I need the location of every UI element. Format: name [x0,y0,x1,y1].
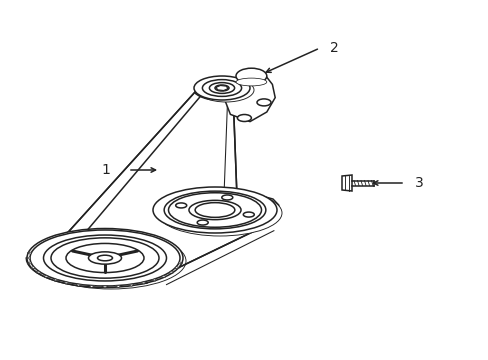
Polygon shape [102,286,108,288]
Polygon shape [341,175,351,191]
Ellipse shape [222,195,232,200]
Polygon shape [27,252,32,255]
Ellipse shape [27,229,183,288]
Polygon shape [31,266,36,269]
Ellipse shape [168,193,261,227]
Ellipse shape [209,82,234,93]
Ellipse shape [202,80,241,96]
Polygon shape [27,262,32,264]
Ellipse shape [197,220,208,225]
Polygon shape [174,266,179,269]
Polygon shape [37,271,41,273]
Polygon shape [160,275,165,277]
Polygon shape [64,282,70,284]
Ellipse shape [236,68,266,84]
Ellipse shape [194,76,249,100]
Ellipse shape [175,203,186,208]
Polygon shape [178,262,183,264]
Polygon shape [26,91,280,287]
Ellipse shape [153,187,276,233]
Polygon shape [216,85,227,91]
Ellipse shape [257,99,270,106]
Polygon shape [150,279,156,281]
Ellipse shape [164,191,265,229]
Polygon shape [26,257,30,259]
Ellipse shape [237,114,251,122]
Ellipse shape [198,78,253,102]
Ellipse shape [195,203,234,217]
Ellipse shape [66,243,143,273]
Polygon shape [224,73,275,122]
Polygon shape [89,285,95,288]
Text: 3: 3 [414,176,423,190]
Ellipse shape [158,190,282,236]
Polygon shape [76,284,82,286]
Ellipse shape [30,230,180,286]
Ellipse shape [236,78,266,86]
Ellipse shape [215,85,228,91]
Ellipse shape [97,255,112,261]
Polygon shape [127,284,133,286]
Ellipse shape [51,238,159,278]
Text: 1: 1 [101,163,110,177]
Ellipse shape [43,235,166,281]
Ellipse shape [88,252,121,264]
Polygon shape [44,275,50,277]
Polygon shape [140,282,145,284]
Polygon shape [115,285,121,288]
Ellipse shape [243,212,254,217]
Polygon shape [168,271,173,273]
Ellipse shape [188,200,241,220]
Polygon shape [54,279,59,281]
Text: 2: 2 [329,41,338,55]
